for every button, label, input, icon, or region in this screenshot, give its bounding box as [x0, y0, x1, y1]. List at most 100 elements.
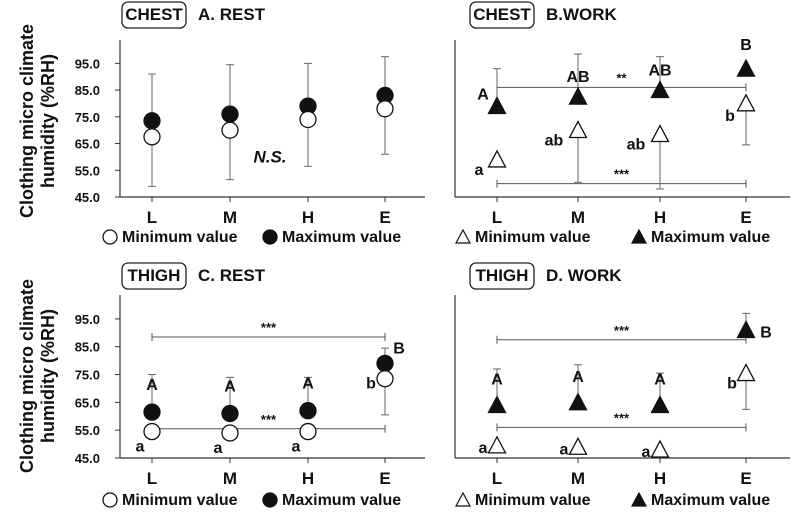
- max-value-point: [221, 404, 239, 423]
- min-value-point: [568, 436, 588, 455]
- min-value-point: [650, 124, 670, 143]
- min-value-point: [736, 93, 756, 112]
- min-value-point: [487, 435, 507, 454]
- max-value-point: [650, 395, 670, 414]
- max-value-point: [487, 395, 507, 414]
- legend-min-label: Minimum value: [475, 229, 591, 246]
- panel-1: CHEST A. REST 45.0 55.0 65.0 75.0 85.0 95.0 L M H E…: [75, 1, 425, 246]
- max-group-letter: A: [572, 369, 584, 386]
- x-tick-label: E: [379, 469, 390, 488]
- significance-label: ***: [614, 410, 630, 425]
- max-group-letter: B: [760, 324, 772, 341]
- panel-tag: CHEST: [473, 5, 531, 24]
- panel-tag: THIGH: [476, 266, 529, 285]
- legend-max-marker: [262, 492, 278, 508]
- panel-3: THIGH C. REST 45.0 55.0 65.0 75.0 85.0 95.0 L M H E…: [75, 262, 425, 509]
- max-group-letter: AB: [648, 62, 671, 79]
- x-tick-label: E: [740, 469, 751, 488]
- min-value-point: [376, 370, 394, 388]
- panel-tag: THIGH: [128, 266, 181, 285]
- min-group-letter: ab: [627, 137, 646, 154]
- legend-max-label: Maximum value: [282, 492, 401, 509]
- min-value-point: [299, 422, 317, 441]
- panel-4: THIGH D. WORK L M H E *** *** A A A Ba a a b Minimum va…: [454, 262, 790, 509]
- min-value-point: [221, 424, 239, 442]
- min-group-letter: a: [292, 439, 301, 456]
- legend: Minimum value Maximum value: [102, 229, 401, 246]
- significance-label: ***: [614, 323, 630, 338]
- legend: Minimum value Maximum value: [454, 228, 770, 246]
- max-value-point: [736, 320, 756, 339]
- max-group-letter: A: [302, 376, 314, 393]
- x-tick-label: M: [223, 469, 237, 488]
- min-group-letter: a: [642, 444, 651, 461]
- min-group-letter: a: [214, 440, 223, 457]
- panel-tag-box: [121, 262, 187, 290]
- panel-title: D. WORK: [546, 266, 622, 285]
- y-tick-label: 95.0: [75, 312, 100, 327]
- y-tick-label: 95.0: [75, 56, 100, 71]
- max-group-letter: B: [393, 340, 405, 357]
- min-value-point: [221, 121, 239, 139]
- min-group-letter: b: [725, 108, 735, 125]
- y-tick-label: 85.0: [75, 83, 100, 98]
- panel-title: B.WORK: [546, 5, 618, 24]
- max-value-point: [221, 105, 239, 123]
- significance-label: ***: [261, 412, 277, 427]
- x-tick-label: L: [492, 469, 502, 488]
- max-group-letter: AB: [566, 69, 589, 86]
- max-group-letter: A: [477, 86, 489, 103]
- x-tick-label: L: [492, 208, 502, 227]
- y-tick-label: 65.0: [75, 137, 100, 152]
- x-tick-label: M: [571, 208, 585, 227]
- legend-max-marker: [630, 491, 648, 507]
- max-group-letter: A: [491, 372, 503, 389]
- min-value-point: [736, 363, 756, 382]
- legend: Minimum value Maximum value: [454, 491, 770, 509]
- legend-min-label: Minimum value: [122, 229, 238, 246]
- y-tick-label: 45.0: [75, 190, 100, 205]
- ns-annotation: N.S.: [253, 147, 286, 166]
- y-tick-label: 65.0: [75, 395, 100, 410]
- significance-label: **: [616, 70, 627, 85]
- legend-min-marker: [102, 229, 118, 245]
- x-tick-label: M: [223, 208, 237, 227]
- panel-tag-box: [469, 1, 535, 29]
- legend-min-marker: [454, 491, 472, 507]
- min-value-point: [650, 439, 670, 458]
- legend-min-label: Minimum value: [122, 492, 238, 509]
- significance-label: ***: [614, 167, 630, 182]
- x-tick-label: E: [740, 208, 751, 227]
- max-value-point: [487, 96, 507, 115]
- panel-title: C. REST: [198, 266, 266, 285]
- panel-title: A. REST: [198, 5, 266, 24]
- y-tick-label: 45.0: [75, 451, 100, 466]
- legend-max-label: Maximum value: [651, 229, 770, 246]
- max-value-point: [299, 402, 317, 420]
- max-value-point: [143, 403, 161, 421]
- y-tick-label: 85.0: [75, 340, 100, 355]
- min-value-point: [487, 149, 507, 168]
- min-group-letter: b: [727, 376, 737, 393]
- max-value-point: [568, 86, 588, 105]
- min-value-point: [299, 110, 317, 129]
- legend-max-marker: [630, 228, 648, 244]
- min-value-point: [376, 100, 394, 118]
- min-value-point: [568, 120, 588, 139]
- min-value-point: [143, 422, 161, 441]
- min-group-letter: a: [479, 440, 488, 457]
- min-group-letter: a: [136, 439, 145, 456]
- max-group-letter: A: [224, 378, 236, 395]
- max-group-letter: B: [740, 37, 752, 54]
- x-tick-label: M: [571, 469, 585, 488]
- legend: Minimum value Maximum value: [102, 492, 401, 509]
- panel-tag: CHEST: [125, 5, 183, 24]
- max-value-point: [650, 80, 670, 99]
- x-tick-label: H: [302, 469, 314, 488]
- panel-tag-box: [469, 262, 535, 290]
- panel-tag-box: [121, 1, 187, 29]
- min-group-letter: a: [560, 441, 569, 458]
- x-tick-label: E: [379, 208, 390, 227]
